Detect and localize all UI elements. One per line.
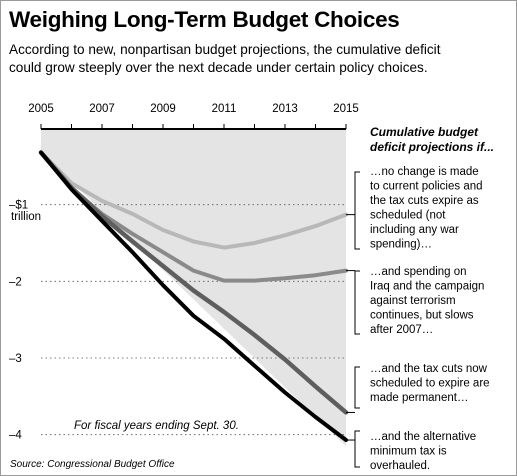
series-line-3: [38, 150, 349, 415]
y-axis-unit: trillion: [11, 211, 41, 223]
annotation-2-line: …and spending on: [370, 266, 467, 278]
chart-subtitle: According to new, nonpartisan budget pro…: [9, 42, 441, 75]
annotation-bracket-1: [354, 171, 360, 250]
annotation-1-line: including any war: [370, 224, 459, 236]
series-line-1: [39, 150, 348, 250]
x-tick-label-2007: 2007: [89, 103, 115, 115]
annotation-bracket-3: [354, 366, 360, 409]
chart-title: Weighing Long-Term Budget Choices: [9, 7, 400, 32]
x-tick-label-2005: 2005: [28, 103, 54, 115]
annotation-2-line: after 2007…: [370, 324, 433, 336]
chart-series: [38, 150, 349, 442]
y-tick-label-1: –$1: [9, 200, 28, 212]
annotation-heading-line: Cumulative budget: [370, 125, 479, 139]
x-tick-label-2009: 2009: [150, 103, 176, 115]
annotation-1-line: the tax cuts expire as: [370, 195, 479, 207]
annotation-4-line: …and the alternative: [370, 431, 476, 443]
x-tick-label-2013: 2013: [272, 103, 298, 115]
y-tick-label-4: –4: [9, 430, 22, 442]
chart-shaded-area: [41, 129, 346, 447]
annotation-3-line: made permanent…: [370, 392, 468, 404]
annotation-bracket-2: [354, 270, 360, 335]
series-line-4: [39, 150, 348, 442]
y-axis-ticks: –$1 –2 –3 –4: [9, 200, 28, 442]
source-note: Source: Congressional Budget Office: [10, 459, 175, 470]
x-axis-ticks: 2005 2007 2009 2011 2013 2015: [28, 103, 359, 129]
fiscal-year-note: For fiscal years ending Sept. 30.: [74, 420, 239, 432]
y-tick-label-2: –2: [9, 276, 22, 288]
y-tick-label-3: –3: [9, 353, 22, 365]
annotation-3-line: scheduled to expire are: [370, 378, 490, 390]
annotation-1-line: spending)…: [370, 239, 432, 251]
annotation-3-line: …and the tax cuts now: [370, 363, 488, 375]
annotation-1-line: to current policies and: [370, 181, 483, 193]
x-tick-label-2015: 2015: [333, 103, 359, 115]
annotation-2-line: against terrorism: [370, 295, 456, 307]
annotation-4-line: overhauled.: [370, 460, 430, 472]
annotation-2-line: Iraq and the campaign: [370, 281, 484, 293]
annotation-1-line: scheduled (not: [370, 210, 446, 222]
annotation-4-line: minimum tax is: [370, 446, 447, 458]
annotation-2-line: continues, but slows: [370, 310, 474, 322]
annotation-heading-line: deficit projections if...: [370, 140, 494, 154]
x-tick-label-2011: 2011: [212, 103, 237, 115]
annotation-1-line: …no change is made: [370, 166, 479, 178]
annotation-bracket-4: [354, 430, 360, 468]
